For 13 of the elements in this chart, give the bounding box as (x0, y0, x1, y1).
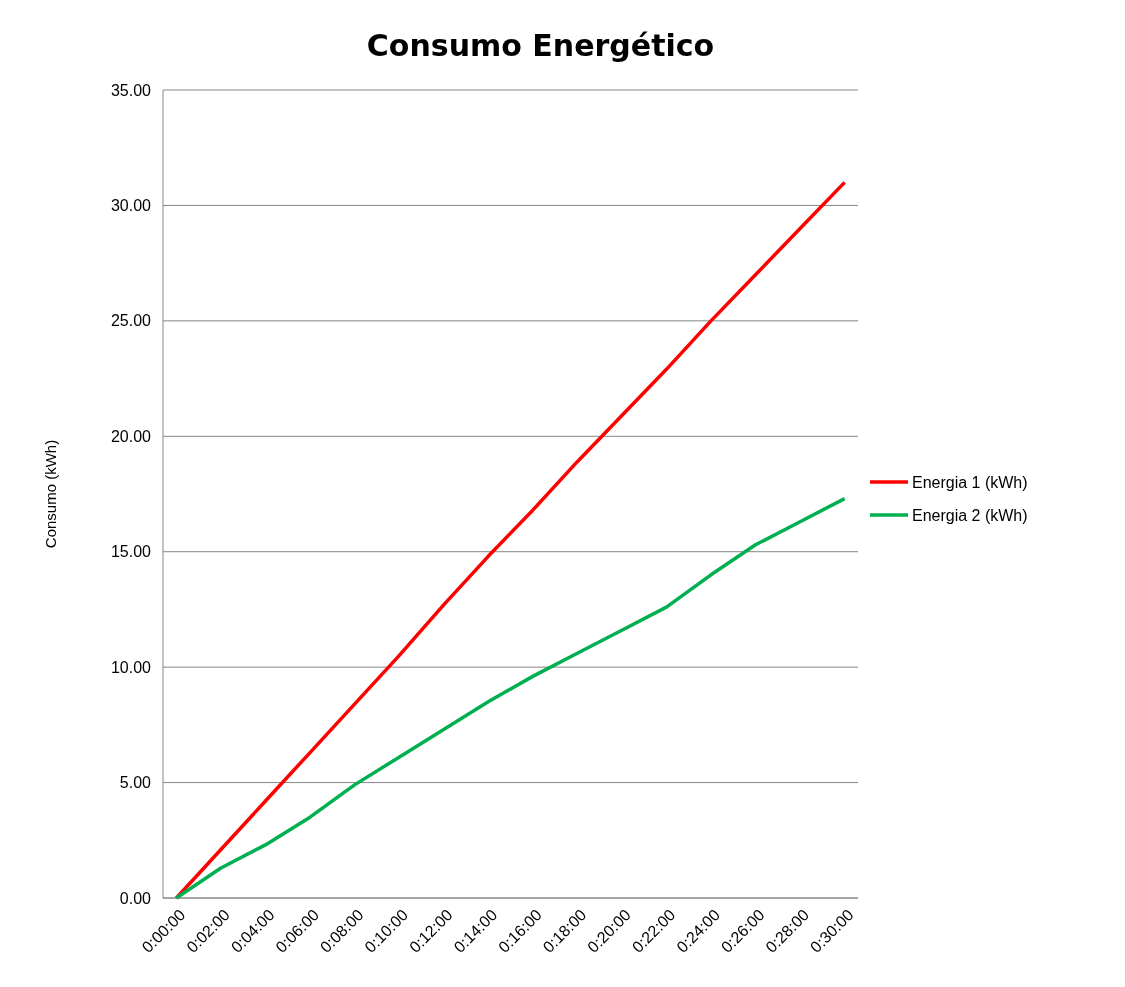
y-axis-title: Consumo (kWh) (42, 439, 59, 549)
y-tick-label: 30.00 (110, 197, 152, 215)
line-series (174, 496, 847, 900)
legend-label: Energia 1 (kWh) (912, 473, 1028, 491)
y-tick-label: 5.00 (119, 774, 152, 792)
y-tick-label: 35.00 (110, 81, 152, 99)
y-tick-label: 15.00 (110, 543, 152, 561)
chart-title: Consumo Energético (366, 28, 715, 63)
y-tick-label: 25.00 (110, 312, 152, 330)
legend-label: Energia 2 (kWh) (912, 506, 1028, 524)
y-tick-label: 20.00 (110, 427, 152, 445)
y-tick-label: 10.00 (110, 658, 152, 676)
y-tick-label: 0.00 (119, 889, 152, 907)
